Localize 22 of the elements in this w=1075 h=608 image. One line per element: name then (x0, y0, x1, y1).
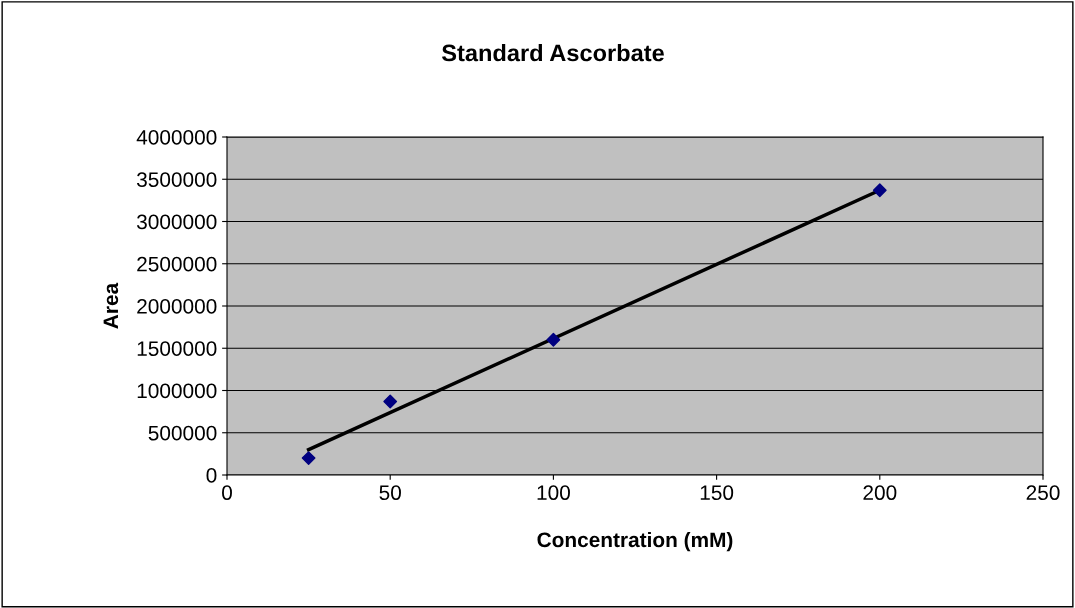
y-axis-title: Area (103, 282, 119, 329)
x-tick-label: 250 (1026, 485, 1060, 501)
x-tick-label: 0 (222, 485, 232, 501)
y-tick-label: 3500000 (136, 172, 217, 187)
point (383, 394, 398, 409)
x-tick-label: 50 (379, 485, 401, 501)
y-tick-label: 4000000 (136, 130, 217, 145)
point (872, 183, 887, 198)
y-tick-label: 1000000 (137, 383, 217, 399)
y-tick-label: 500000 (148, 425, 217, 441)
x-axis-title: Concentration (mM) (537, 531, 733, 552)
point (546, 332, 561, 347)
y-tick-label: 2000000 (137, 299, 217, 314)
x-tick-label: 100 (537, 485, 570, 501)
y-tick-label: 0 (206, 468, 217, 483)
x-tick-label: 200 (863, 485, 897, 501)
x-tick-label: 150 (700, 485, 734, 501)
point (301, 451, 316, 466)
y-tick-label: 3000000 (136, 214, 217, 230)
y-tick-label: 1500000 (137, 341, 217, 356)
chart-title: Standard Ascorbate (441, 44, 664, 62)
y-tick-label: 2500000 (137, 256, 217, 272)
